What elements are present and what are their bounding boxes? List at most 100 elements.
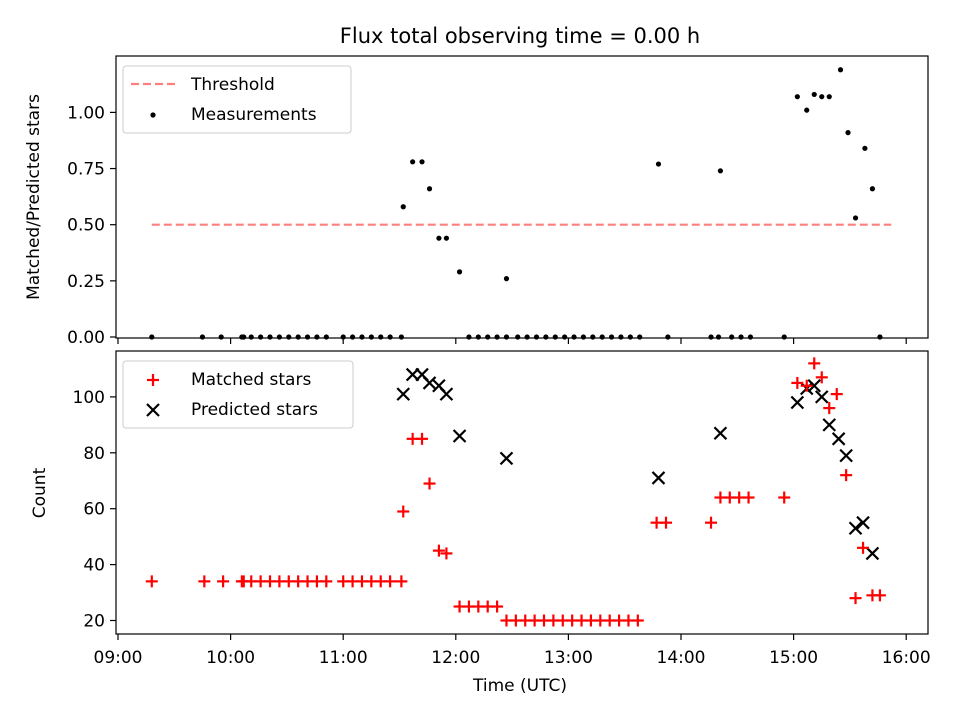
matched-star-marker [320, 575, 333, 588]
measurement-point [627, 334, 633, 340]
x-axis-label: Time (UTC) [472, 676, 567, 696]
threshold-legend-label: Threshold [190, 75, 275, 95]
measurement-point [426, 186, 433, 192]
measurement-point [637, 334, 643, 340]
top-y-ticks: 0.00 0.25 0.50 0.75 1.00 [67, 103, 116, 348]
predicted-star-marker [499, 451, 514, 466]
matched-star-marker [217, 575, 230, 588]
predicted-star-marker [822, 418, 837, 432]
measurement-point [419, 159, 425, 165]
measurement-point [869, 186, 876, 192]
measurement-point [503, 334, 510, 340]
measurement-point [218, 334, 224, 340]
measurement-points-layer [149, 67, 883, 340]
matched-star-marker [778, 491, 791, 504]
top-x-ticks [117, 338, 907, 344]
chart-title: Flux total observing time = 0.00 h [340, 24, 700, 48]
predicted-star-marker [856, 515, 870, 530]
measurement-point [708, 334, 714, 340]
measurement-point [877, 334, 883, 340]
measurement-point [359, 334, 365, 340]
matched-star-marker [659, 516, 672, 529]
measurement-point [466, 334, 472, 340]
matched-star-marker [873, 589, 886, 602]
measurement-point [543, 334, 549, 340]
x-tick-label: 11:00 [319, 648, 368, 668]
x-tick-label: 13:00 [544, 648, 593, 668]
measurement-point [295, 334, 301, 340]
bottom-y-tick-label: 80 [83, 444, 105, 464]
matched-star-marker [791, 376, 804, 389]
predicted-star-marker [713, 426, 728, 441]
top-y-tick-label: 0.50 [67, 216, 105, 236]
predicted-points-layer [396, 367, 880, 561]
bottom-y-tick-label: 20 [83, 612, 105, 632]
top-axes-frame [115, 55, 929, 339]
measurement-point [276, 334, 282, 340]
matched-star-marker [491, 600, 504, 613]
matched-star-marker [800, 379, 813, 392]
predicted-star-marker [452, 429, 467, 443]
measurement-point [258, 334, 264, 340]
matched-star-marker [631, 614, 644, 627]
measurement-point [655, 161, 662, 167]
measurement-point [475, 334, 481, 340]
measurement-point [199, 334, 206, 340]
bottom-y-tick-label: 100 [73, 388, 105, 408]
matched-star-marker [432, 544, 445, 557]
matched-star-marker [815, 371, 828, 384]
measurement-point [241, 334, 247, 340]
x-tick-label: 16:00 [882, 648, 931, 668]
matched-legend-label: Matched stars [191, 370, 311, 390]
measurement-point [811, 91, 817, 98]
measurement-point [781, 334, 787, 340]
x-tick-label: 10:00 [206, 648, 255, 668]
matched-star-marker [857, 541, 870, 554]
bottom-x-ticks: 09:00 10:00 11:00 12:00 13:00 14:00 15:00 16:00 [94, 634, 931, 668]
predicted-star-marker [831, 432, 846, 446]
bottom-legend: Matched stars Predicted stars [122, 360, 354, 429]
top-legend-box [122, 65, 352, 134]
matched-star-marker [416, 432, 429, 445]
predicted-star-marker [396, 387, 411, 401]
predicted-star-marker [439, 387, 454, 401]
matched-star-marker [397, 505, 410, 518]
measurement-point [738, 334, 744, 340]
matched-star-marker [395, 575, 408, 588]
top-panel: 0.00 0.25 0.50 0.75 1.00 Matched/Predicted s… [24, 55, 929, 348]
measurement-point [515, 334, 521, 340]
measurement-point [608, 334, 615, 340]
measurement-point [571, 334, 577, 340]
measurement-point [599, 334, 605, 340]
matched-star-marker [823, 402, 836, 415]
measurement-point [837, 67, 844, 73]
predicted-legend-swatch [146, 403, 160, 417]
measurement-point [665, 334, 671, 340]
top-legend: Threshold Measurements [122, 65, 352, 134]
measurement-point [387, 334, 393, 340]
measurement-point [286, 334, 292, 340]
top-y-tick-label: 0.75 [67, 160, 105, 180]
measurement-point [368, 334, 374, 340]
measurement-point [524, 334, 530, 340]
measurement-point [562, 334, 568, 340]
matched-star-marker [145, 575, 158, 588]
bottom-y-tick-label: 40 [83, 556, 105, 576]
measurement-point [400, 204, 406, 210]
measurement-point [826, 94, 832, 100]
matched-star-marker [742, 491, 755, 504]
predicted-star-marker [865, 546, 880, 561]
measurement-point [862, 145, 868, 151]
measurement-point [304, 334, 311, 340]
measurement-point [747, 334, 754, 340]
measurement-point [378, 334, 384, 340]
matched-points-layer [145, 357, 886, 627]
measurement-point [552, 334, 558, 340]
measurement-point [410, 159, 416, 165]
bottom-y-ticks: 20 40 60 80 100 [73, 388, 116, 632]
measurement-point [494, 334, 500, 340]
predicted-star-marker [651, 471, 666, 485]
measurement-point [398, 334, 404, 340]
matched-legend-swatch [147, 374, 159, 386]
